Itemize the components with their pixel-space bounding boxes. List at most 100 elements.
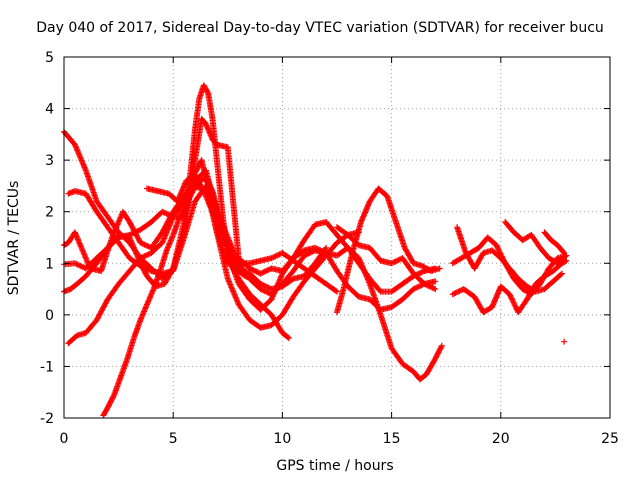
data-point [145,251,152,258]
data-point [163,210,170,217]
data-point [334,288,340,295]
data-point [127,231,134,238]
data-point [496,247,503,254]
data-point [265,266,272,273]
data-point [558,270,565,277]
data-point [248,275,255,282]
data-point [411,285,418,292]
x-tick-label: 15 [383,431,401,447]
data-point [261,288,268,295]
data-point [271,253,278,260]
series-arc-g [100,175,255,419]
data-point [415,283,422,290]
x-tick-label: 20 [492,431,510,447]
data-point [453,289,460,296]
data-point [260,282,267,289]
data-point [261,268,268,275]
data-point [145,266,152,273]
data-point [561,338,568,345]
plot-frame [63,56,611,419]
data-point [141,241,148,248]
data-point [507,294,514,301]
data-point [141,264,148,271]
data-point [509,296,516,303]
data-point [252,268,259,275]
data-point [138,263,145,270]
data-point [142,265,149,272]
y-tick-label: 2 [45,205,54,221]
x-tick-label: 25 [601,431,619,447]
data-point [76,262,83,269]
data-point [432,278,439,285]
data-point [140,264,147,271]
y-axis-label: SDTVAR / TECUs [6,181,22,296]
y-tick-label: -2 [40,411,54,427]
data-point [494,243,501,250]
data-point [388,260,395,267]
data-point [417,282,424,289]
data-point [429,284,436,291]
series-arc-i [334,185,443,316]
data-point [394,257,401,264]
data-point [510,299,517,306]
data-point [323,244,330,251]
data-point [305,250,312,257]
data-point [71,260,78,267]
data-point [253,268,260,275]
data-point [301,252,308,259]
data-point [264,284,271,291]
data-point [142,252,149,259]
x-axis-label: GPS time / hours [276,458,393,474]
data-point [506,291,513,298]
data-point [494,245,501,252]
data-point [332,287,339,294]
data-point [110,393,117,400]
data-point [428,284,435,291]
data-point [257,270,264,277]
data-point [258,281,265,288]
data-point [146,267,153,274]
data-point [258,286,265,293]
data-point [73,260,80,267]
data-point [263,268,270,275]
data-point [162,210,169,217]
data-point [449,291,456,298]
data-point [410,286,417,293]
y-tick-label: 1 [45,256,54,272]
data-point [430,285,437,292]
data-point [413,284,420,291]
data-point [78,263,85,270]
data-point [250,267,257,274]
data-point [77,262,84,269]
data-point [438,342,445,349]
data-point [392,258,399,265]
data-point [414,284,421,291]
data-point [260,269,267,276]
x-tick-label: 0 [60,431,69,447]
data-point [422,281,429,288]
data-point [140,253,147,260]
y-tick-label: 0 [45,308,54,324]
data-point [511,300,518,307]
data-point [436,265,443,272]
data-point [137,255,144,262]
data-point [204,88,211,95]
data-point [144,266,151,273]
data-point [137,262,144,269]
data-point [456,288,463,295]
data-point [495,246,502,253]
x-tick-label: 10 [273,431,291,447]
data-point [507,292,514,299]
data-point [512,303,519,310]
data-point [303,251,310,258]
data-point [306,249,313,256]
data-point [308,249,315,256]
axis-ticks: 0 5 10 15 20 25 -2 -1 0 1 2 3 4 5 [40,50,619,447]
data-point [160,209,167,216]
data-point [272,253,279,260]
x-tick-label: 5 [169,431,178,447]
data-point [452,289,459,296]
data-point [208,186,215,193]
